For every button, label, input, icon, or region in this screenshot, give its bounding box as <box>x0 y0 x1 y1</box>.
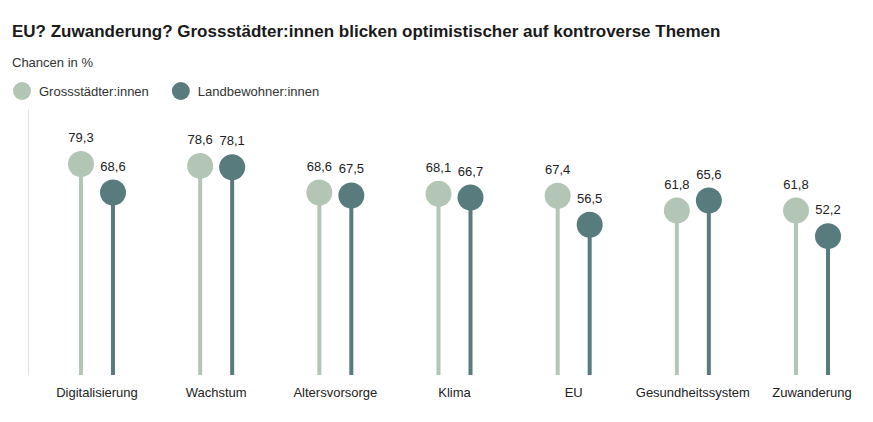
stem <box>111 193 115 375</box>
dot <box>68 151 94 177</box>
data-labels: 79,3 78,6 68,6 68,1 67,4 61,8 61,8 68,6 78,1 67,5… <box>68 130 840 217</box>
dot <box>458 185 484 211</box>
data-label: 61,8 <box>664 177 689 192</box>
data-label: 68,6 <box>100 159 125 174</box>
data-label: 52,2 <box>815 202 840 217</box>
series <box>68 151 809 375</box>
data-label: 67,5 <box>339 161 364 176</box>
plot-marks <box>68 151 841 375</box>
legend-label: Grossstädter:innen <box>39 84 149 99</box>
stem <box>707 201 711 375</box>
legend-label: Landbewohner:innen <box>198 84 319 99</box>
stem <box>826 236 830 375</box>
stem <box>79 164 83 375</box>
stem <box>588 225 592 375</box>
stem <box>794 211 798 375</box>
data-label: 65,6 <box>696 167 721 182</box>
x-tick: EU <box>565 385 583 400</box>
dot <box>187 153 213 179</box>
x-tick: Wachstum <box>186 385 247 400</box>
x-tick-label: Gesundheitssystem <box>636 385 750 400</box>
dot <box>338 182 364 208</box>
y-axis-line <box>28 110 29 376</box>
data-label: 56,5 <box>577 191 602 206</box>
x-tick-label: Wachstum <box>186 385 247 400</box>
legend-item: Grossstädter:innen <box>13 82 149 100</box>
dot <box>577 212 603 238</box>
y-axis <box>28 110 29 376</box>
dot <box>100 180 126 206</box>
x-tick-label: Zuwanderung <box>772 385 852 400</box>
x-tick: Klima <box>438 385 471 400</box>
series <box>100 154 841 375</box>
data-label: 67,4 <box>545 162 570 177</box>
legend-swatch <box>172 82 190 100</box>
data-label: 68,1 <box>426 160 451 175</box>
chart: EU? Zuwanderung? Grossstädter:innen blic… <box>0 0 873 422</box>
stem <box>469 198 473 375</box>
stem <box>437 194 441 375</box>
title: EU? Zuwanderung? Grossstädter:innen blic… <box>12 22 720 41</box>
dot <box>783 198 809 224</box>
stem <box>675 211 679 375</box>
stem <box>317 193 321 375</box>
dot <box>426 181 452 207</box>
legend: Grossstädter:innen Landbewohner:innen <box>13 82 319 100</box>
data-label: 68,6 <box>307 159 332 174</box>
x-tick-label: EU <box>565 385 583 400</box>
x-tick-label: Klima <box>438 385 471 400</box>
data-label: 79,3 <box>68 130 93 145</box>
legend-item: Landbewohner:innen <box>172 82 319 100</box>
stem <box>198 166 202 375</box>
x-axis: Digitalisierung Wachstum Altersvorsorge Kli… <box>56 385 852 400</box>
dot <box>696 188 722 214</box>
data-label: 61,8 <box>783 177 808 192</box>
stem <box>230 167 234 375</box>
data-label: 66,7 <box>458 164 483 179</box>
dot <box>664 198 690 224</box>
x-tick: Digitalisierung <box>56 385 138 400</box>
data-label: 78,6 <box>188 132 213 147</box>
dot <box>545 183 571 209</box>
stem <box>556 196 560 375</box>
x-tick-label: Digitalisierung <box>56 385 138 400</box>
subtitle: Chancen in % <box>12 55 93 70</box>
x-tick-label: Altersvorsorge <box>293 385 377 400</box>
x-tick: Altersvorsorge <box>293 385 377 400</box>
legend-swatch <box>13 82 31 100</box>
stem <box>349 195 353 375</box>
dot <box>306 180 332 206</box>
dot <box>815 223 841 249</box>
data-label: 78,1 <box>220 133 245 148</box>
x-tick: Gesundheitssystem <box>636 385 750 400</box>
dot <box>219 154 245 180</box>
x-tick: Zuwanderung <box>772 385 852 400</box>
